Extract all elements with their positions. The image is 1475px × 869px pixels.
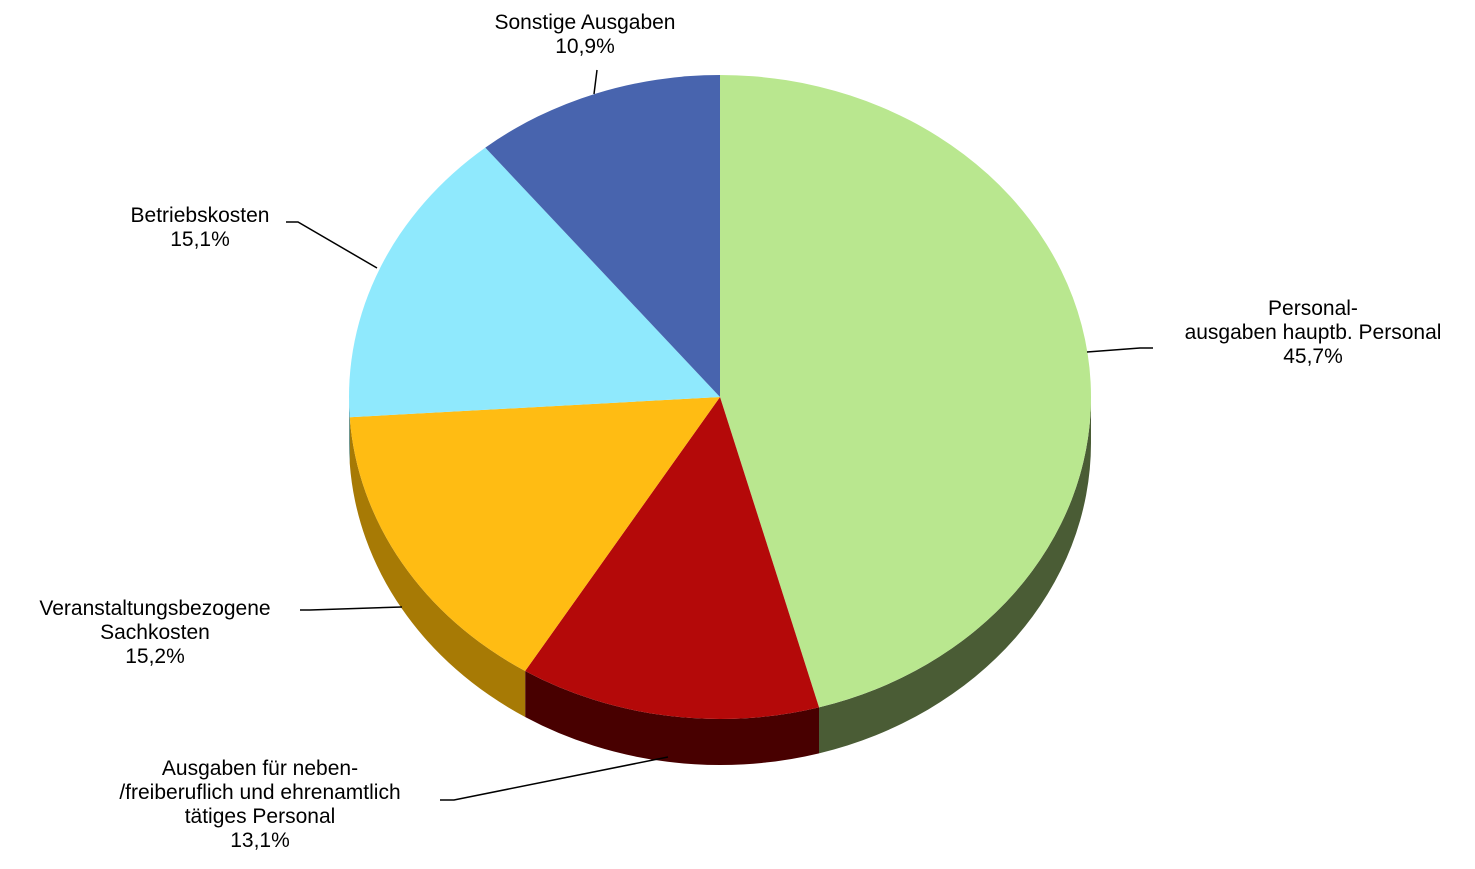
slice-label-veranstaltungsbezogene-sachkosten: Veranstaltungsbezogene Sachkosten 15,2%: [10, 597, 300, 669]
pie-slices: [349, 74, 1091, 719]
slice-name-line: tätiges Personal: [184, 805, 336, 828]
slice-value: 13,1%: [230, 829, 290, 852]
pie-side-0: [819, 397, 1091, 754]
slice-value: 15,1%: [170, 228, 230, 251]
pie-side-1: [525, 671, 820, 765]
slice-label-betriebskosten: Betriebskosten 15,1%: [100, 204, 300, 252]
slice-name-line: Sonstige Ausgaben: [494, 11, 676, 34]
pie-slice-0: [720, 75, 1091, 708]
leader-line-3: [286, 221, 378, 269]
slice-name-line: Personal-: [1268, 297, 1358, 320]
slice-name-line: /freiberuflich und ehrenamtlich: [119, 781, 401, 804]
slice-name-line: Veranstaltungsbezogene: [39, 597, 271, 620]
pie-slice-4: [485, 74, 720, 397]
slice-label-nebenberuflich-ehrenamtlich: Ausgaben für neben- /freiberuflich und e…: [80, 757, 440, 853]
slice-name-line: ausgaben hauptb. Personal: [1184, 321, 1442, 344]
leader-line-2: [300, 606, 403, 611]
slice-value: 45,7%: [1283, 345, 1343, 368]
leader-line-0: [1086, 347, 1153, 353]
slice-label-sonstige-ausgaben: Sonstige Ausgaben 10,9%: [455, 11, 715, 59]
slice-value: 10,9%: [555, 35, 615, 58]
slice-name-line: Betriebskosten: [130, 204, 270, 227]
slice-name-line: Ausgaben für neben-: [161, 757, 359, 780]
pie-side-3: [349, 397, 350, 464]
pie-depth: [349, 397, 1091, 765]
leader-line-1: [440, 756, 669, 801]
leader-lines: [286, 69, 1153, 801]
slice-value: 15,2%: [125, 645, 185, 668]
pie-slice-1: [525, 397, 820, 719]
pie-side-2: [349, 417, 526, 718]
leader-line-4: [593, 69, 598, 95]
pie-slice-2: [349, 397, 720, 672]
pie-slice-3: [349, 147, 720, 418]
slice-label-personal-hauptberuflich: Personal- ausgaben hauptb. Personal 45,7…: [1153, 297, 1473, 369]
slice-name-line: Sachkosten: [100, 621, 210, 644]
